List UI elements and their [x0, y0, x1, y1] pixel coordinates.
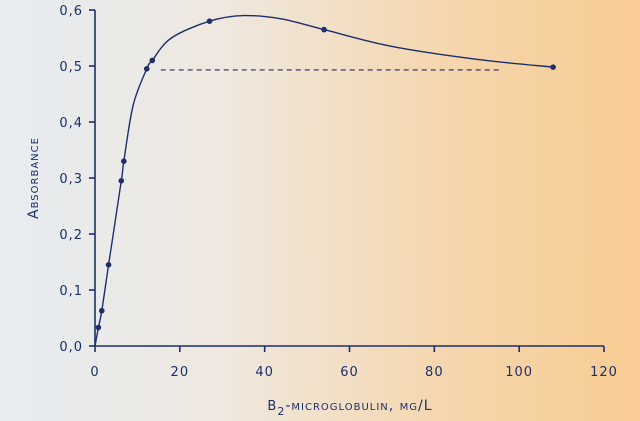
y-tick-label: 0,1: [59, 284, 83, 299]
x-axis-title: β2-microglobulin, mg/L: [267, 393, 432, 418]
y-tick-label: 0,5: [59, 60, 83, 75]
data-point: [121, 158, 127, 164]
data-point: [550, 64, 556, 70]
y-tick-label: 0,3: [59, 172, 83, 187]
x-tick-label: 40: [255, 365, 274, 380]
x-ticks: 0 20 40 60 80 100 120: [90, 346, 618, 380]
data-point: [206, 18, 213, 25]
data-point: [149, 57, 156, 64]
fitted-curve: [94, 14, 554, 347]
x-axis-title-text: -microglobulin, mg/L: [285, 398, 432, 414]
axes: [94, 10, 604, 347]
x-tick-label: 20: [171, 365, 190, 380]
data-points: [95, 18, 556, 331]
data-point: [118, 178, 125, 184]
y-tick-label: 0,4: [59, 116, 83, 131]
y-tick-label: 0,2: [59, 228, 83, 243]
x-tick-label: 120: [590, 365, 618, 380]
data-point: [143, 66, 150, 72]
y-ticks: 0,0 0,1 0,2 0,3 0,4 0,5 0,6: [59, 4, 95, 355]
x-tick-label: 80: [425, 365, 444, 380]
x-axis-title-symbol: β: [267, 393, 277, 415]
data-point: [321, 26, 327, 33]
data-point: [105, 262, 112, 268]
x-tick-label: 0: [90, 365, 99, 380]
x-tick-label: 60: [340, 365, 359, 380]
x-axis-title-subscript: 2: [277, 405, 285, 418]
data-point: [98, 307, 105, 314]
data-point: [95, 324, 102, 331]
x-tick-label: 100: [505, 365, 533, 380]
y-tick-label: 0,6: [59, 4, 83, 19]
y-axis-title: Absorbance: [26, 137, 42, 219]
y-tick-label: 0,0: [59, 340, 83, 355]
